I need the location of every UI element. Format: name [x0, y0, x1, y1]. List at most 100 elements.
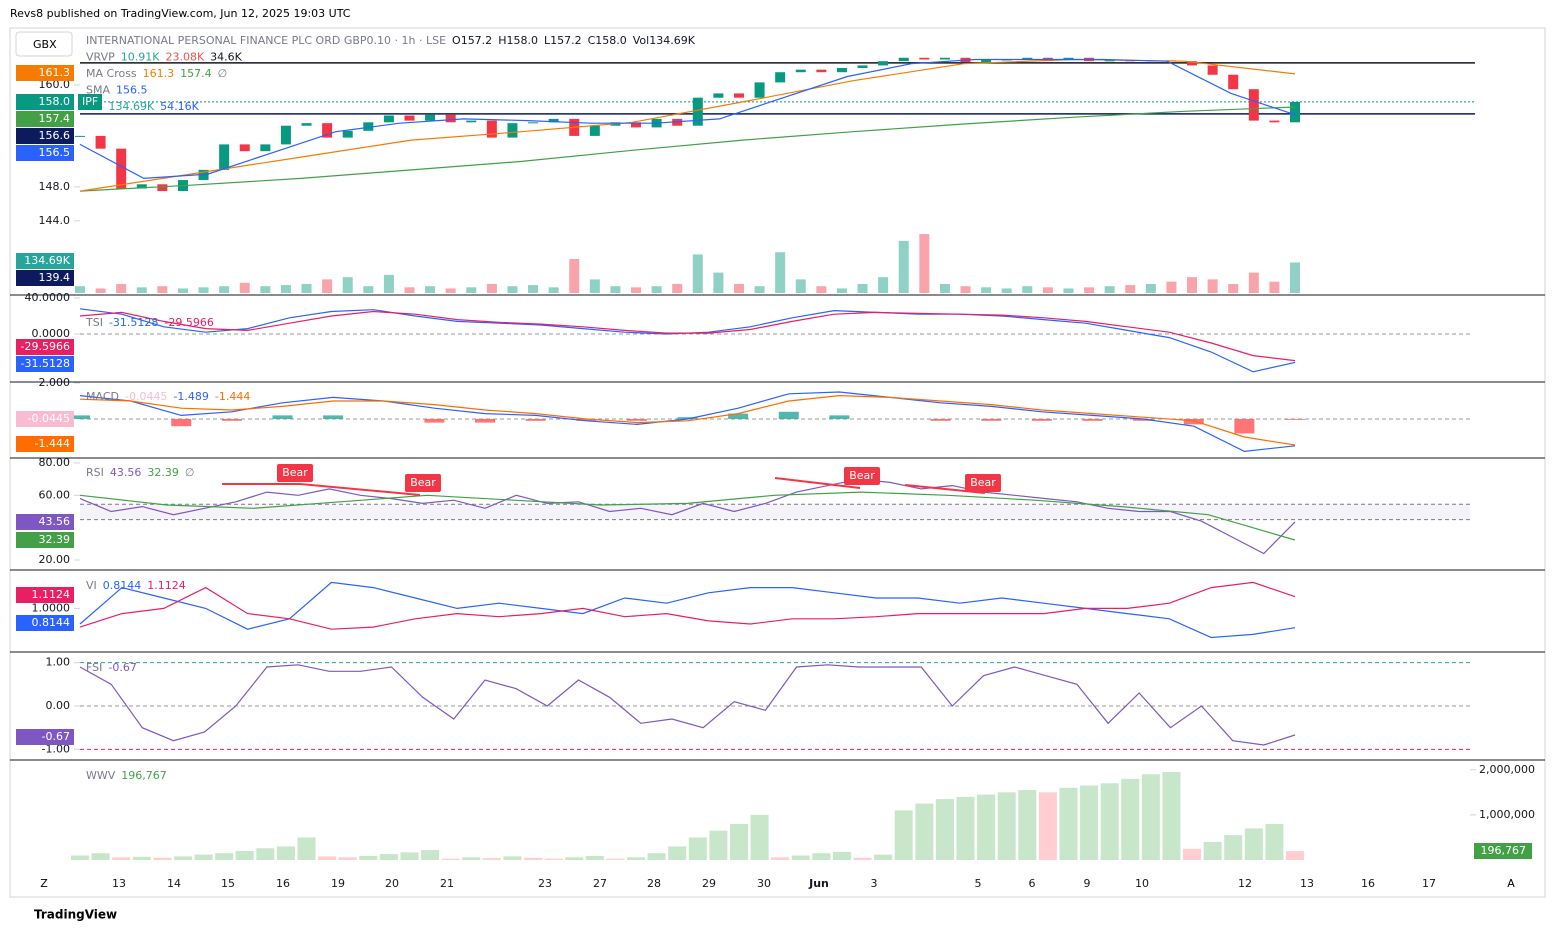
candle	[1207, 65, 1218, 75]
candle	[631, 122, 642, 128]
legend-item: -31.5128	[109, 316, 158, 329]
candle	[1042, 57, 1053, 60]
publisher: Revs8 published on TradingView.com, Jun …	[10, 7, 351, 20]
volume-bar	[1145, 283, 1156, 293]
legend-item: SMA	[86, 84, 110, 97]
volume-bar	[1084, 287, 1095, 293]
candle	[939, 57, 950, 60]
price-badge	[16, 128, 74, 144]
volume-bar	[816, 286, 827, 293]
legend-item: 54.16K	[160, 100, 199, 113]
volume-bar	[836, 288, 847, 293]
volume-bar	[1063, 288, 1074, 293]
badge-label: 43.56	[39, 515, 71, 528]
wwv-bar	[256, 848, 275, 860]
wwv-bar	[1018, 790, 1037, 860]
volume-bar	[1125, 285, 1136, 293]
macd-histogram	[525, 419, 546, 421]
volume-bar	[610, 286, 621, 293]
y-tick-label: 80.00	[39, 456, 71, 469]
wwv-bar	[647, 853, 666, 860]
wwv-bar	[318, 856, 337, 860]
zoom-button[interactable]: Z	[40, 877, 48, 890]
price-badge	[16, 411, 74, 427]
y-tick-label: 1.00	[46, 656, 71, 669]
candle	[1228, 74, 1239, 90]
annotation-box	[405, 474, 441, 492]
badge-label: 157.4	[39, 112, 71, 125]
wwv-bar	[832, 851, 851, 860]
volume-bar	[548, 287, 559, 293]
legend-item: FSI	[86, 661, 102, 674]
wwv-bar	[997, 792, 1016, 860]
volume-bar	[1248, 272, 1259, 293]
wwv-bar	[1059, 787, 1078, 860]
wwv-bar	[359, 855, 378, 860]
wwv-bar	[91, 853, 110, 860]
y-tick-label: -1.00	[42, 742, 70, 755]
y-tick-label: 40.0000	[25, 291, 71, 304]
x-tick-label: 9	[1084, 877, 1091, 890]
indicator-line	[79, 391, 1296, 453]
price-badge	[16, 339, 74, 355]
auto-button[interactable]: A	[1507, 877, 1515, 890]
wwv-bar	[503, 856, 522, 860]
candle	[1104, 60, 1115, 62]
macd-histogram	[576, 419, 597, 421]
candle	[754, 82, 765, 98]
currency[interactable]: GBX	[33, 38, 57, 51]
volume-bar	[1290, 262, 1300, 293]
wwv-bar	[729, 823, 748, 860]
currency-box[interactable]	[15, 31, 73, 57]
wwv-bar	[853, 857, 872, 860]
wwv-bar	[956, 796, 975, 860]
wwv-bar	[1224, 835, 1243, 860]
macd-histogram	[70, 415, 90, 419]
volume-bar	[672, 283, 683, 293]
legend-item: -29.5966	[164, 316, 213, 329]
volume-bar	[342, 277, 353, 293]
volume-bar	[425, 286, 436, 293]
candle	[1269, 120, 1280, 123]
candle	[322, 123, 333, 138]
x-tick-label: 6	[1029, 877, 1036, 890]
legend-item: ∅	[218, 67, 228, 80]
x-tick-label: 3	[871, 877, 878, 890]
candle	[157, 184, 168, 192]
legend-item: 134.69K	[108, 100, 154, 113]
volume-bar	[466, 287, 477, 293]
price-badge	[16, 356, 74, 372]
indicator-line	[79, 664, 1296, 746]
wwv-bar	[235, 850, 254, 860]
x-tick-label: 21	[440, 877, 454, 890]
price-badge	[16, 253, 74, 269]
wwv-bar	[1121, 778, 1140, 860]
price-badge	[16, 145, 74, 161]
candle	[713, 93, 724, 98]
wwv-bar	[1244, 828, 1263, 860]
volume-bar	[569, 259, 580, 293]
volume-bar	[898, 240, 909, 293]
volume-bar	[795, 279, 806, 293]
y-tick-label: 2,000,000	[1479, 763, 1535, 776]
badge-label: -31.5128	[21, 357, 70, 370]
volume-bar	[75, 286, 85, 293]
legend-item: 161.3	[143, 67, 175, 80]
candle	[219, 144, 230, 170]
wwv-bar	[400, 852, 419, 860]
wwv-bar	[977, 794, 996, 860]
x-tick-label: 12	[1238, 877, 1252, 890]
volume-bar	[1001, 288, 1012, 293]
price-badge	[16, 532, 74, 548]
x-tick-label: 27	[593, 877, 607, 890]
wwv-bar	[812, 853, 831, 860]
candle	[404, 115, 415, 121]
volume-bar	[733, 283, 744, 293]
x-tick-label: 23	[538, 877, 552, 890]
wwv-bar	[1183, 848, 1202, 860]
legend-item: VI	[86, 579, 97, 592]
wwv-bar	[1203, 841, 1222, 860]
indicator-line	[79, 310, 1296, 362]
wwv-bar	[153, 857, 172, 860]
y-tick-label: 1.0000	[32, 601, 71, 614]
